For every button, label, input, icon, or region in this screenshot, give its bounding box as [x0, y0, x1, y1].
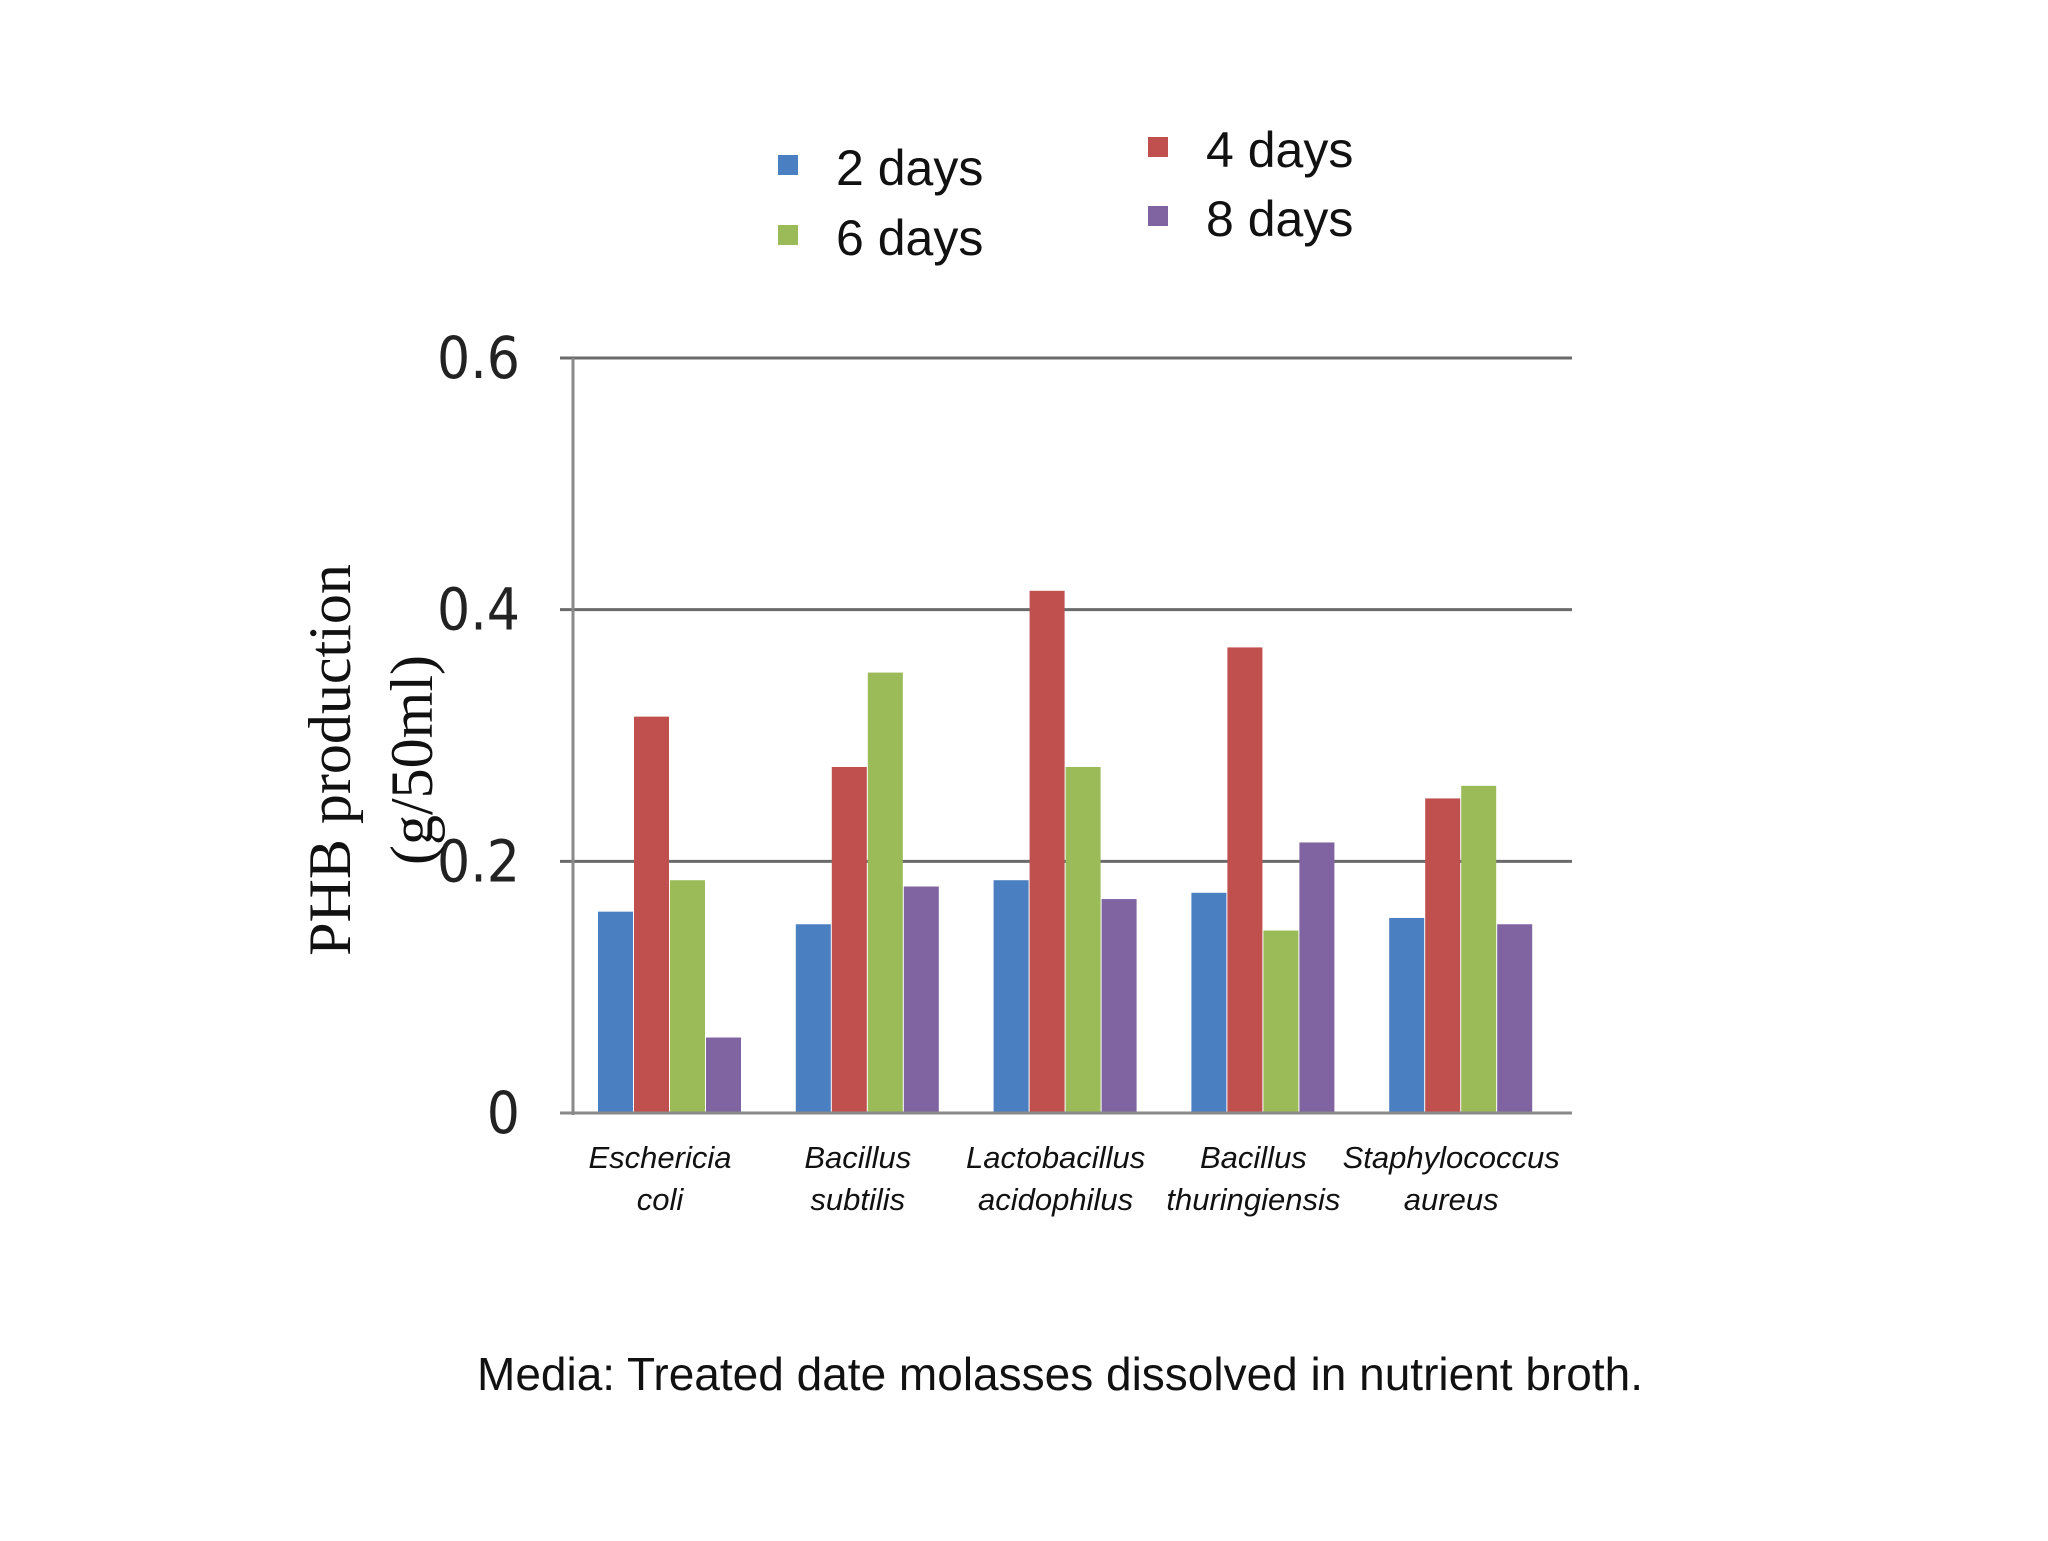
chart-caption: Media: Treated date molasses dissolved i… — [477, 1348, 1643, 1400]
y-tick-label-0-6: 0.6 — [437, 324, 520, 392]
bar-lactobacillus-acidophilus-4-days — [1029, 590, 1065, 1113]
bar-staphylococcus-aureus-2-days — [1389, 917, 1425, 1113]
y-tick-label-0: 0 — [487, 1079, 520, 1147]
legend: 2 days 4 days 6 days 8 days — [778, 122, 1353, 266]
legend-label-6-days: 6 days — [836, 210, 983, 266]
category-label-staphylococcus-aureus-line1: Staphylococcus — [1343, 1140, 1560, 1175]
legend-label-4-days: 4 days — [1206, 122, 1353, 178]
axes — [560, 358, 1572, 1115]
bar-bacillus-thuringiensis-2-days — [1191, 892, 1227, 1113]
legend-label-8-days: 8 days — [1206, 191, 1353, 247]
bar-bacillus-subtilis-6-days — [867, 672, 903, 1113]
bar-lactobacillus-acidophilus-2-days — [993, 880, 1029, 1113]
bars — [598, 590, 1533, 1113]
legend-swatch-4-days — [1148, 137, 1168, 157]
bar-bacillus-thuringiensis-6-days — [1263, 930, 1299, 1113]
bar-bacillus-subtilis-4-days — [831, 766, 867, 1113]
bar-bacillus-subtilis-8-days — [903, 886, 939, 1113]
category-label-staphylococcus-aureus-line2: aureus — [1404, 1182, 1499, 1217]
category-label-bacillus-subtilis-line2: subtilis — [810, 1182, 905, 1217]
category-labels: Eschericia coli Bacillus subtilis Lactobacil… — [589, 1140, 1560, 1217]
category-label-eschericia-coli-line1: Eschericia — [589, 1140, 732, 1175]
legend-swatch-6-days — [778, 225, 798, 245]
legend-swatch-2-days — [778, 155, 798, 175]
bar-staphylococcus-aureus-4-days — [1425, 798, 1461, 1113]
y-axis-label-line1: PHB production — [297, 564, 363, 956]
bar-eschericia-coli-4-days — [634, 716, 669, 1113]
category-label-bacillus-thuringiensis-line1: Bacillus — [1200, 1140, 1307, 1175]
bar-lactobacillus-acidophilus-8-days — [1101, 899, 1137, 1113]
bar-eschericia-coli-8-days — [706, 1037, 741, 1113]
category-label-lactobacillus-acidophilus-line2: acidophilus — [978, 1182, 1133, 1217]
bar-staphylococcus-aureus-8-days — [1497, 924, 1533, 1113]
legend-label-2-days: 2 days — [836, 140, 983, 196]
y-tick-label-0-2: 0.2 — [437, 827, 520, 895]
bar-bacillus-thuringiensis-4-days — [1227, 647, 1263, 1113]
bar-eschericia-coli-2-days — [598, 911, 633, 1113]
bar-bacillus-subtilis-2-days — [795, 924, 831, 1113]
category-label-bacillus-subtilis-line1: Bacillus — [804, 1140, 911, 1175]
y-axis-label: PHB production (g/50ml) — [297, 564, 445, 956]
y-axis-label-line2: (g/50ml) — [379, 655, 445, 865]
category-label-lactobacillus-acidophilus-line1: Lactobacillus — [966, 1140, 1145, 1175]
y-tick-labels: 0 0.2 0.4 0.6 — [437, 324, 520, 1147]
y-tick-label-0-4: 0.4 — [437, 576, 520, 644]
bar-eschericia-coli-6-days — [670, 880, 705, 1113]
category-label-eschericia-coli-line2: coli — [637, 1182, 685, 1217]
bar-bacillus-thuringiensis-8-days — [1299, 842, 1335, 1113]
bar-lactobacillus-acidophilus-6-days — [1065, 766, 1101, 1113]
legend-swatch-8-days — [1148, 206, 1168, 226]
bar-staphylococcus-aureus-6-days — [1461, 785, 1497, 1113]
category-label-bacillus-thuringiensis-line2: thuringiensis — [1166, 1182, 1340, 1217]
